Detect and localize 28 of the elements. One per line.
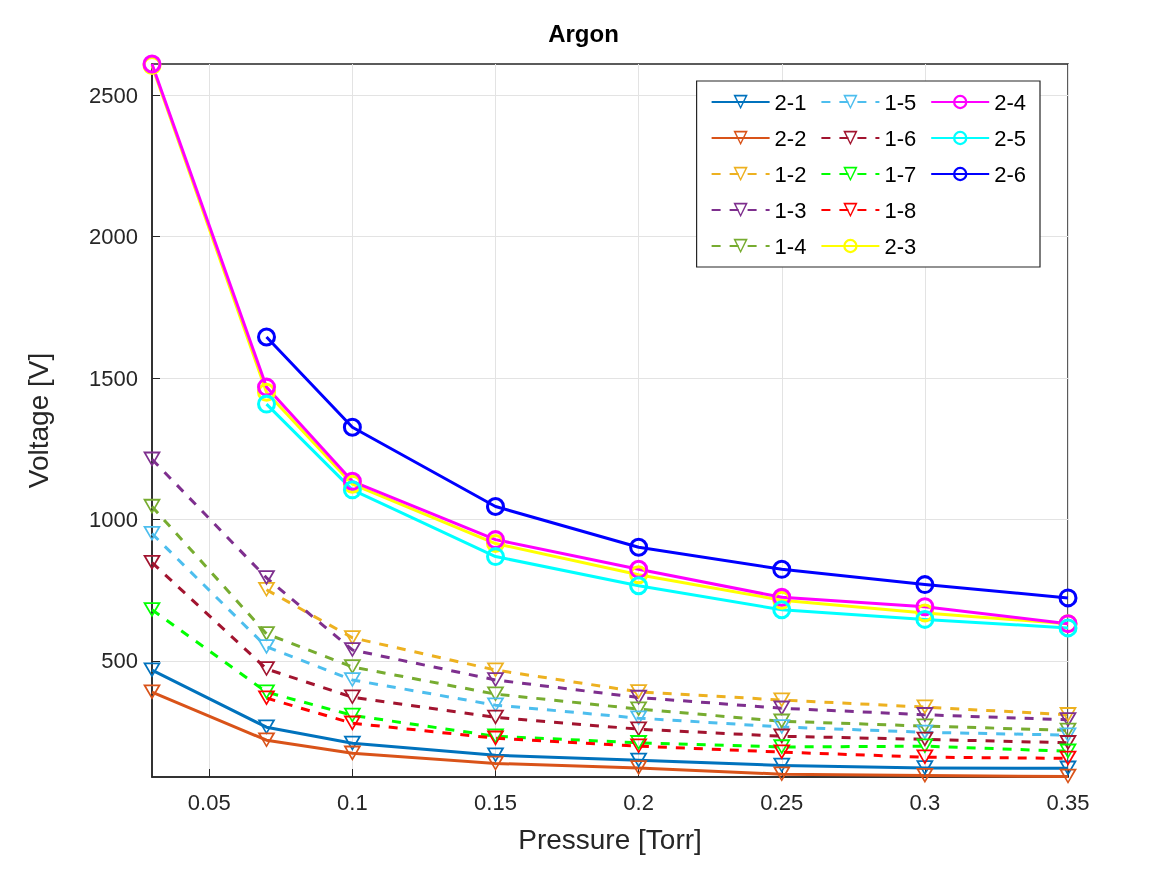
x-tick-label: 0.35: [1046, 789, 1090, 815]
y-tick-label: 1000: [89, 507, 138, 533]
legend-label: 2-2: [774, 125, 807, 151]
y-tick-label: 2500: [89, 82, 138, 108]
legend-label: 2-6: [994, 161, 1026, 187]
legend-label: 2-1: [774, 89, 807, 115]
x-axis-title: Pressure [Torr]: [518, 823, 702, 855]
legend-label: 1-5: [884, 89, 917, 115]
y-axis-title: Voltage [V]: [22, 352, 54, 489]
x-tick-label: 0.2: [623, 789, 654, 815]
legend-label: 1-8: [884, 197, 917, 223]
legend-label: 1-4: [774, 233, 807, 259]
x-tick-label: 0.1: [337, 789, 368, 815]
x-tick-label: 0.25: [760, 789, 804, 815]
legend-label: 1-6: [884, 125, 917, 151]
x-tick-label: 0.05: [187, 789, 231, 815]
chart-title: Argon: [548, 19, 619, 47]
y-tick-label: 1500: [89, 365, 138, 391]
legend-label: 2-3: [884, 233, 917, 259]
legend-label: 1-3: [774, 197, 807, 223]
legend-label: 1-2: [774, 161, 807, 187]
legend-label: 2-5: [994, 125, 1026, 151]
x-tick-label: 0.15: [474, 789, 517, 815]
x-tick-label: 0.3: [909, 789, 941, 815]
y-tick-label: 500: [101, 648, 138, 674]
legend-label: 2-4: [994, 89, 1026, 115]
legend-label: 1-7: [884, 161, 917, 187]
y-tick-label: 2000: [89, 224, 138, 250]
